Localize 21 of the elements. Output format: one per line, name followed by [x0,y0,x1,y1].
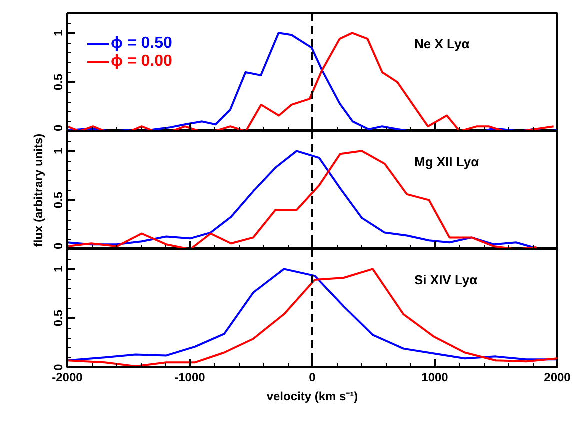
y-tick-label: 0 [52,242,66,250]
y-axis-title: flux (arbitrary units) [32,134,46,248]
x-tick-label: -1000 [174,370,206,384]
y-tick-label: 1 [52,266,66,273]
annotation: Si XIV Lyα [414,272,478,288]
x-tick-label: 0 [309,370,316,384]
x-tick-label: 1000 [422,370,449,384]
annotation: Mg XII Lyα [414,154,480,170]
y-tick-label: 0 [52,124,66,132]
annotation: Ne X Lyα [414,36,470,52]
x-tick-label: -2000 [52,370,84,384]
y-tick-label: 1 [52,30,66,37]
legend-label: ϕ = 0.00 [111,53,172,71]
x-tick-label: 2000 [544,370,572,384]
y-tick-label: 0.5 [52,192,66,209]
y-tick-label: 1 [52,148,66,155]
y-tick-label: 0.5 [52,310,66,327]
y-tick-label: 0.5 [52,74,66,91]
x-axis-title: velocity (km s⁻¹) [266,390,358,404]
legend-label: ϕ = 0.50 [111,35,172,53]
y-tick-label: 0 [52,364,66,371]
